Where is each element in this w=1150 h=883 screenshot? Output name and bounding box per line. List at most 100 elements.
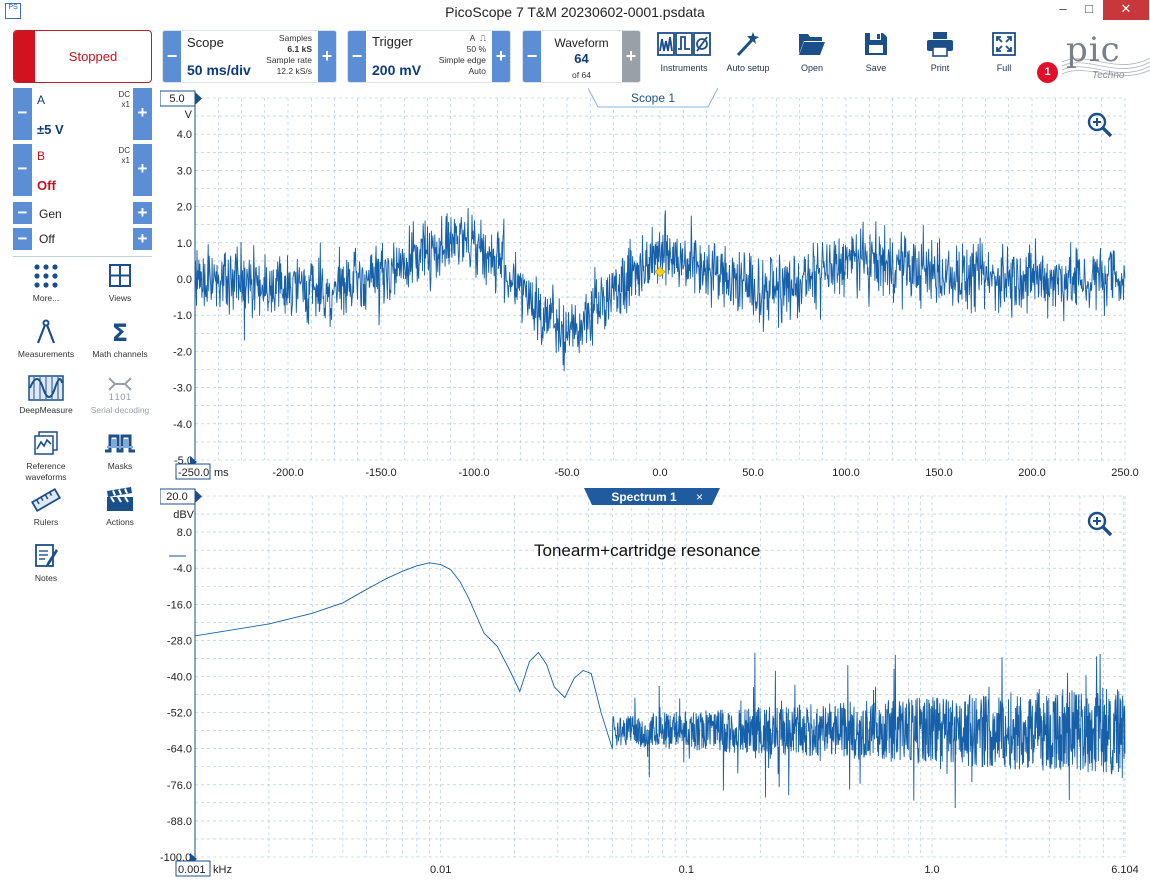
timebase-decrease-button[interactable]: −	[163, 31, 181, 82]
rulers-button[interactable]: Rulers	[9, 487, 83, 528]
channel-a-range-increase-button[interactable]: +	[133, 88, 152, 140]
channel-a-control: − A DC x1 ±5 V +	[13, 88, 152, 140]
masks-button[interactable]: Masks	[83, 431, 157, 472]
y-top-arrow	[195, 490, 202, 503]
spectrum-tab-close-button[interactable]: ×	[696, 490, 704, 504]
x-tick-label: -50.0	[554, 467, 579, 479]
channel-a-trace	[194, 207, 1126, 372]
trigger-increase-button[interactable]: +	[492, 31, 510, 82]
zoom-in-icon	[1087, 511, 1113, 537]
channel-b-probe: x1	[121, 156, 130, 165]
x-tick-label: 200.0	[1018, 467, 1046, 479]
x-tick-label: -100.0	[458, 467, 489, 479]
generator-increase-button[interactable]: +	[133, 202, 152, 224]
channel-b-coupling[interactable]: DC x1	[118, 146, 130, 166]
y-tick-label: -28.0	[167, 635, 192, 647]
logo-text: pic	[1066, 32, 1121, 70]
trigger-type: Simple edge	[438, 55, 486, 65]
instruments-label: Instruments	[660, 63, 708, 73]
auto-setup-button[interactable]: Auto setup	[715, 31, 781, 73]
y-tick-label: 0.0	[177, 274, 192, 286]
generator-off-decrease-button[interactable]: −	[13, 228, 32, 250]
minimize-button[interactable]: –	[1059, 1, 1067, 16]
x-unit-label: kHz	[213, 864, 232, 876]
y-unit-label: V	[185, 109, 193, 121]
open-button[interactable]: Open	[779, 31, 845, 73]
measurements-label: Measurements	[17, 349, 75, 359]
print-button[interactable]: Print	[907, 31, 973, 73]
x-start-label: 0.001	[178, 864, 206, 876]
actions-button[interactable]: Actions	[83, 487, 157, 528]
trigger-decrease-button[interactable]: −	[348, 31, 366, 82]
math-channels-button[interactable]: Σ Math channels	[83, 319, 157, 360]
save-button[interactable]: Save	[843, 31, 909, 73]
rising-edge-icon: ⎍	[480, 33, 486, 43]
open-label: Open	[800, 63, 824, 73]
full-screen-button[interactable]: Full	[971, 31, 1037, 73]
channel-b-name: B	[37, 149, 46, 163]
generator-decrease-button[interactable]: −	[13, 202, 32, 224]
serial-decoding-icon: 1101	[108, 377, 132, 401]
channel-a-name: A	[37, 93, 46, 107]
spectrum-trace	[194, 562, 1126, 809]
measurements-button[interactable]: Measurements	[9, 319, 83, 360]
spectrum-view[interactable]: 8.0 -4.0 -16.0 -28.0 -40.0 -52.0 -64.0 -76.0 -88…	[160, 488, 1145, 880]
floppy-disk-icon	[865, 33, 887, 55]
scope-view[interactable]: 4.0 3.0 2.0 1.0 0.0 -1.0 -2.0 -3.0 -4.0 V 5.0 -5.0-…	[160, 88, 1145, 486]
channel-b-range-increase-button[interactable]: +	[133, 144, 152, 196]
deepmeasure-button[interactable]: DeepMeasure	[9, 375, 83, 416]
rulers-icon	[31, 487, 61, 513]
serial-decoding-button[interactable]: 1101 Serial decoding	[83, 375, 157, 416]
sample-rate-value: 12.2 kS/s	[276, 66, 312, 76]
y-tick-label: -88.0	[167, 816, 192, 828]
x-tick-label: -200.0	[272, 467, 303, 479]
notes-button[interactable]: Notes	[9, 543, 83, 584]
timebase-increase-button[interactable]: +	[318, 31, 336, 82]
waveform-title: Waveform	[554, 36, 609, 50]
x-tick-label: 0.0	[652, 467, 667, 479]
y-tick-label: -52.0	[167, 708, 192, 720]
full-label: Full	[996, 63, 1012, 73]
views-button[interactable]: Views	[83, 263, 157, 304]
trigger-source: A	[469, 33, 476, 43]
trigger-level[interactable]: 200 mV	[372, 62, 422, 78]
y-tick-label: -64.0	[167, 744, 192, 756]
generator-state[interactable]: Off	[39, 232, 55, 246]
previous-waveform-button[interactable]: −	[523, 31, 541, 82]
timebase-value[interactable]: 50 ms/div	[187, 62, 251, 78]
x-tick-label: 6.104	[1111, 864, 1139, 876]
pico-logo: pic Techno	[1062, 32, 1150, 84]
reference-waveforms-button[interactable]: Reference waveforms	[9, 431, 83, 483]
auto-setup-label: Auto setup	[726, 63, 770, 73]
maximize-button[interactable]: □	[1085, 1, 1093, 16]
notification-badge[interactable]: 1	[1037, 62, 1058, 83]
signal-generator-control: − Gen + − Off +	[13, 201, 152, 251]
waveform-current[interactable]: 64	[574, 51, 589, 66]
x-tick-label: 100.0	[832, 467, 860, 479]
run-stop-button[interactable]: Stopped	[13, 30, 152, 83]
channel-b-range-decrease-button[interactable]: −	[13, 144, 32, 196]
tab-scope-1[interactable]: Scope 1	[588, 88, 718, 108]
folder-open-icon	[799, 34, 825, 55]
y-tick-label: 1.0	[177, 238, 192, 250]
next-waveform-button[interactable]: +	[622, 31, 640, 82]
generator-off-increase-button[interactable]: +	[133, 228, 152, 250]
channel-b-coupling-value: DC	[118, 146, 130, 155]
channel-a-coupling[interactable]: DC x1	[118, 90, 130, 110]
y-tick-label: -4.0	[173, 419, 192, 431]
channel-a-range-decrease-button[interactable]: −	[13, 88, 32, 140]
y-tick-label: 3.0	[177, 165, 192, 177]
trigger-settings[interactable]: A ⎍ 50 % Simple edge Auto	[439, 33, 486, 77]
spectrum-tab-label: Spectrum 1	[611, 490, 677, 504]
app-icon: PS	[5, 3, 21, 19]
more-button[interactable]: More...	[9, 263, 83, 304]
sample-settings[interactable]: Samples 6.1 kS Sample rate 12.2 kS/s	[266, 33, 312, 77]
spectrum-annotation: Tonearm+cartridge resonance	[534, 541, 761, 560]
channel-b-range[interactable]: Off	[37, 178, 56, 193]
tab-spectrum-1[interactable]: Spectrum 1 ×	[584, 488, 720, 506]
channel-a-range[interactable]: ±5 V	[37, 122, 64, 137]
trigger-control: − Trigger 200 mV A ⎍ 50 % Simple edge Au…	[347, 30, 511, 83]
close-button[interactable]: ✕	[1103, 0, 1149, 20]
instruments-button[interactable]: Instruments	[651, 31, 717, 73]
y-tick-label: 4.0	[177, 129, 192, 141]
